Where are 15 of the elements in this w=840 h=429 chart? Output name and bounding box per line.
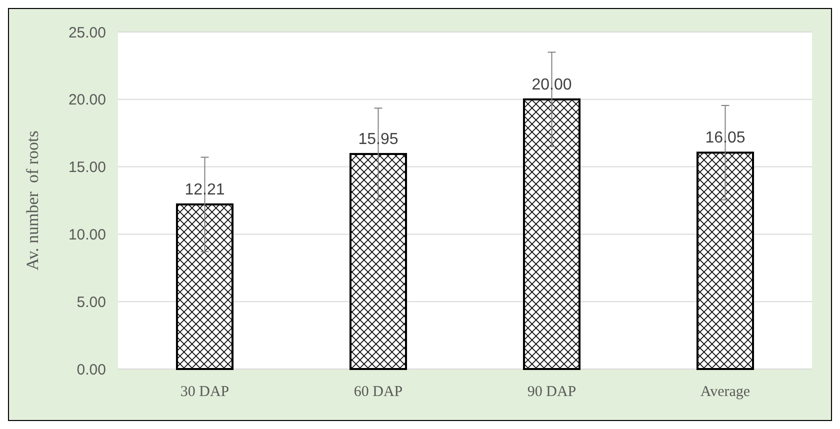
x-tick-label: 90 DAP [527, 384, 576, 400]
bar [522, 98, 581, 370]
y-tick-label: 20.00 [68, 92, 106, 109]
y-tick-label: 25.00 [68, 24, 106, 42]
x-tick-label: 60 DAP [354, 384, 403, 400]
y-tick-label: 15.00 [68, 159, 106, 176]
y-tick-label: 0.00 [76, 361, 106, 378]
bar [176, 203, 234, 370]
bar [349, 152, 408, 370]
y-axis-title: Av. number of roots [23, 130, 42, 270]
y-tick-label: 5.00 [76, 294, 106, 311]
bar [696, 152, 754, 370]
y-tick-label: 10.00 [68, 226, 106, 244]
x-tick-label: 30 DAP [180, 384, 230, 400]
x-tick-label: Average [700, 384, 750, 400]
